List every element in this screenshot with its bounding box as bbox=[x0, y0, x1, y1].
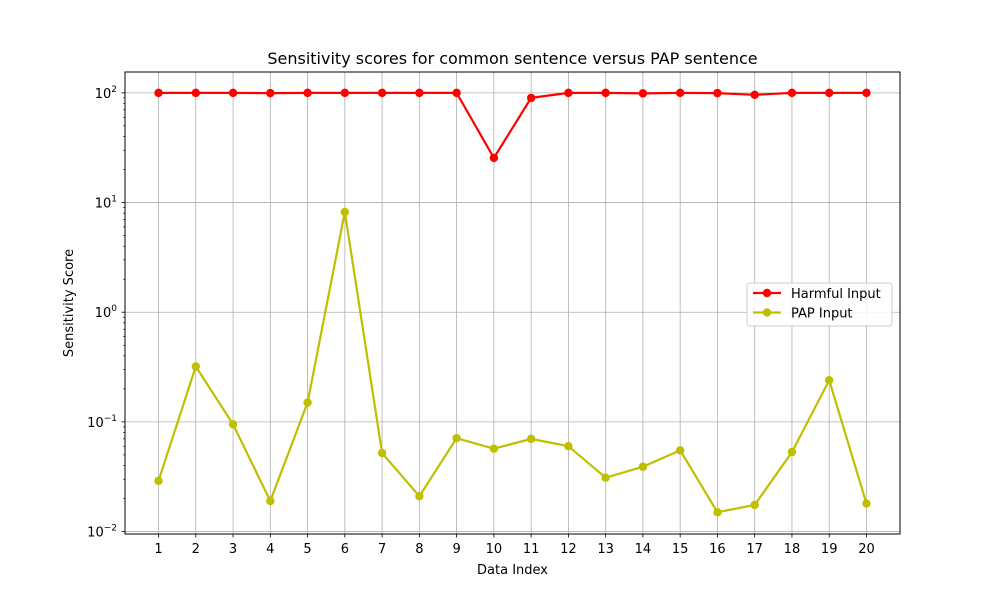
harmful-input-point bbox=[787, 88, 797, 98]
harmful-input-point bbox=[825, 88, 834, 98]
x-tick-label: 7 bbox=[378, 542, 386, 557]
legend-box bbox=[746, 282, 893, 327]
harmful-input-point bbox=[154, 88, 163, 98]
pap-input-point bbox=[303, 398, 312, 407]
x-tick-label: 11 bbox=[523, 542, 540, 557]
x-tick-label: 18 bbox=[784, 542, 801, 557]
pap-input-point bbox=[526, 434, 536, 444]
legend-label-harmful-input: Harmful Input bbox=[791, 287, 881, 302]
y-axis-label: Sensitivity Score bbox=[62, 249, 77, 357]
pap-input-point bbox=[675, 446, 685, 455]
harmful-input-point bbox=[489, 153, 499, 163]
x-tick-label: 20 bbox=[858, 542, 875, 557]
x-axis-label: Data Index bbox=[477, 563, 548, 578]
pap-input-point bbox=[825, 375, 834, 385]
harmful-input-point bbox=[377, 88, 387, 98]
harmful-input-point bbox=[526, 93, 536, 103]
y-tick-label: 100 bbox=[95, 304, 118, 321]
pap-input-point bbox=[862, 499, 871, 508]
x-tick-label: 1 bbox=[154, 542, 162, 557]
legend-marker-pap-input bbox=[762, 308, 772, 317]
harmful-input-point bbox=[564, 88, 573, 98]
x-tick-label: 3 bbox=[229, 542, 237, 557]
y-tick-label: 101 bbox=[95, 195, 117, 212]
y-tick-label: 10−2 bbox=[87, 524, 117, 541]
x-tick-label: 8 bbox=[415, 542, 423, 557]
chart-title: Sensitivity scores for common sentence v… bbox=[267, 49, 757, 68]
pap-input-point bbox=[377, 448, 387, 458]
x-tick-label: 4 bbox=[266, 542, 274, 557]
grid bbox=[125, 72, 900, 534]
x-tick-label: 9 bbox=[452, 542, 460, 557]
pap-input-point bbox=[452, 433, 461, 443]
harmful-input-point bbox=[601, 88, 610, 98]
pap-input-point bbox=[638, 462, 648, 471]
harmful-input-point bbox=[340, 88, 350, 98]
x-tick-label: 15 bbox=[672, 542, 689, 557]
harmful-input-point bbox=[713, 88, 722, 98]
x-tick-label: 5 bbox=[303, 542, 311, 557]
x-tick-label: 13 bbox=[597, 542, 614, 557]
pap-input-point bbox=[415, 492, 424, 501]
harmful-input-point bbox=[862, 88, 871, 98]
harmful-input-point bbox=[750, 90, 759, 100]
x-tick-label: 16 bbox=[709, 542, 726, 557]
pap-input-point bbox=[191, 362, 200, 371]
y-tick-label: 102 bbox=[95, 85, 117, 102]
axes-ticks: 1 2 3 4 5 6 7 8 9 10 11 12 13 14 15 16 17 18 19 2010−210−11… bbox=[87, 85, 875, 557]
x-tick-label: 12 bbox=[560, 542, 577, 557]
harmful-input-point bbox=[638, 89, 648, 98]
pap-input-point bbox=[601, 473, 610, 482]
x-tick-label: 6 bbox=[341, 542, 349, 557]
pap-input-point bbox=[750, 500, 759, 510]
harmful-input-point bbox=[452, 88, 461, 98]
pap-input-point bbox=[228, 420, 238, 429]
x-tick-label: 10 bbox=[486, 542, 503, 557]
legend-marker-harmful-input bbox=[762, 288, 772, 298]
harmful-input-point bbox=[228, 88, 238, 98]
pap-input-point bbox=[713, 508, 722, 517]
pap-input-point bbox=[340, 207, 350, 217]
series-layer bbox=[154, 88, 871, 517]
harmful-input-point bbox=[675, 88, 685, 98]
pap-input-point bbox=[489, 444, 499, 453]
pap-input-point bbox=[154, 476, 163, 486]
y-tick-label: 10−1 bbox=[87, 414, 117, 431]
pap-input-point bbox=[564, 442, 573, 451]
harmful-input-point bbox=[415, 88, 424, 98]
pap-input-point bbox=[787, 447, 797, 457]
harmful-input-point bbox=[266, 88, 275, 98]
harmful-input-point bbox=[191, 88, 200, 98]
x-tick-label: 19 bbox=[821, 542, 838, 557]
harmful-input-line bbox=[158, 91, 867, 160]
x-tick-label: 14 bbox=[635, 542, 652, 557]
x-tick-label: 17 bbox=[746, 542, 763, 557]
plot-frame bbox=[124, 71, 901, 535]
legend-label-pap-input: PAP Input bbox=[791, 307, 853, 322]
pap-input-point bbox=[266, 496, 275, 506]
legend: Harmful Input PAP Input bbox=[746, 282, 893, 327]
x-tick-label: 2 bbox=[192, 542, 200, 557]
pap-input-line bbox=[157, 210, 868, 514]
harmful-input-point bbox=[303, 88, 312, 98]
